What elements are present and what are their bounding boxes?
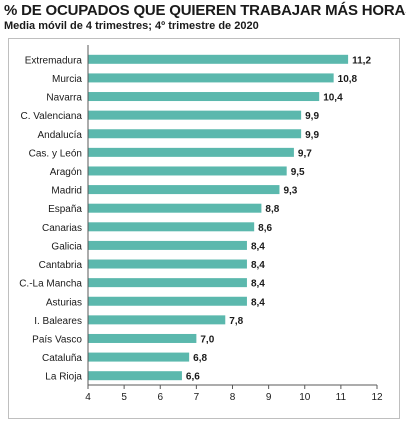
bar <box>88 73 334 83</box>
chart-subtitle: Media móvil de 4 trimestres; 4º trimestr… <box>4 20 259 32</box>
bar <box>88 129 302 139</box>
bar <box>88 240 247 250</box>
x-tick-label: 12 <box>371 392 383 403</box>
category-label: I. Baleares <box>34 316 82 327</box>
value-label: 11,2 <box>352 55 371 66</box>
value-label: 9,3 <box>283 186 297 197</box>
bar <box>88 333 197 343</box>
category-label: Extremadura <box>25 55 83 66</box>
category-label: Madrid <box>51 186 82 197</box>
value-label: 9,9 <box>305 130 319 141</box>
bar <box>88 54 349 64</box>
x-tick-label: 7 <box>194 392 200 403</box>
category-label: País Vasco <box>32 334 82 345</box>
category-label: C. Valenciana <box>20 111 82 122</box>
bar <box>88 278 247 288</box>
value-label: 9,5 <box>291 167 305 178</box>
category-label: Cataluña <box>42 353 82 364</box>
value-label: 6,6 <box>186 372 200 383</box>
value-label: 9,7 <box>298 148 312 159</box>
x-tick-label: 9 <box>266 392 272 403</box>
category-label: Murcia <box>52 74 82 85</box>
bar <box>88 222 255 232</box>
value-label: 9,9 <box>305 111 319 122</box>
value-label: 8,4 <box>251 297 265 308</box>
bar <box>88 203 262 213</box>
category-label: Asturias <box>46 297 82 308</box>
bar <box>88 92 320 102</box>
value-label: 6,8 <box>193 353 207 364</box>
x-tick-label: 6 <box>157 392 163 403</box>
chart-frame <box>8 38 400 419</box>
bar <box>88 185 280 195</box>
category-label: La Rioja <box>45 372 82 383</box>
bar <box>88 259 247 269</box>
category-label: Galicia <box>51 241 82 252</box>
category-label: Cantabria <box>39 260 83 271</box>
value-label: 10,4 <box>323 93 343 104</box>
value-label: 8,4 <box>251 241 265 252</box>
category-label: Canarias <box>42 223 82 234</box>
bar <box>88 147 294 157</box>
bar <box>88 166 287 176</box>
category-label: C.-La Mancha <box>19 279 82 290</box>
value-label: 7,8 <box>229 316 243 327</box>
value-label: 7,0 <box>200 334 214 345</box>
category-label: España <box>48 204 82 215</box>
category-label: Cas. y León <box>29 148 82 159</box>
value-label: 8,8 <box>265 204 279 215</box>
bar <box>88 296 247 306</box>
x-tick-label: 10 <box>299 392 311 403</box>
x-tick-label: 8 <box>230 392 236 403</box>
x-tick-label: 5 <box>121 392 127 403</box>
bar <box>88 315 226 325</box>
category-label: Navarra <box>46 93 82 104</box>
value-label: 8,6 <box>258 223 272 234</box>
x-tick-label: 4 <box>85 392 91 403</box>
bar <box>88 371 182 381</box>
chart-title: % DE OCUPADOS QUE QUIEREN TRABAJAR MÁS H… <box>4 2 406 19</box>
x-tick-label: 11 <box>336 392 347 403</box>
value-label: 8,4 <box>251 260 265 271</box>
value-label: 8,4 <box>251 279 265 290</box>
category-label: Andalucía <box>38 130 83 141</box>
category-label: Aragón <box>50 167 82 178</box>
value-label: 10,8 <box>338 74 358 85</box>
bar <box>88 352 190 362</box>
bar <box>88 110 302 120</box>
